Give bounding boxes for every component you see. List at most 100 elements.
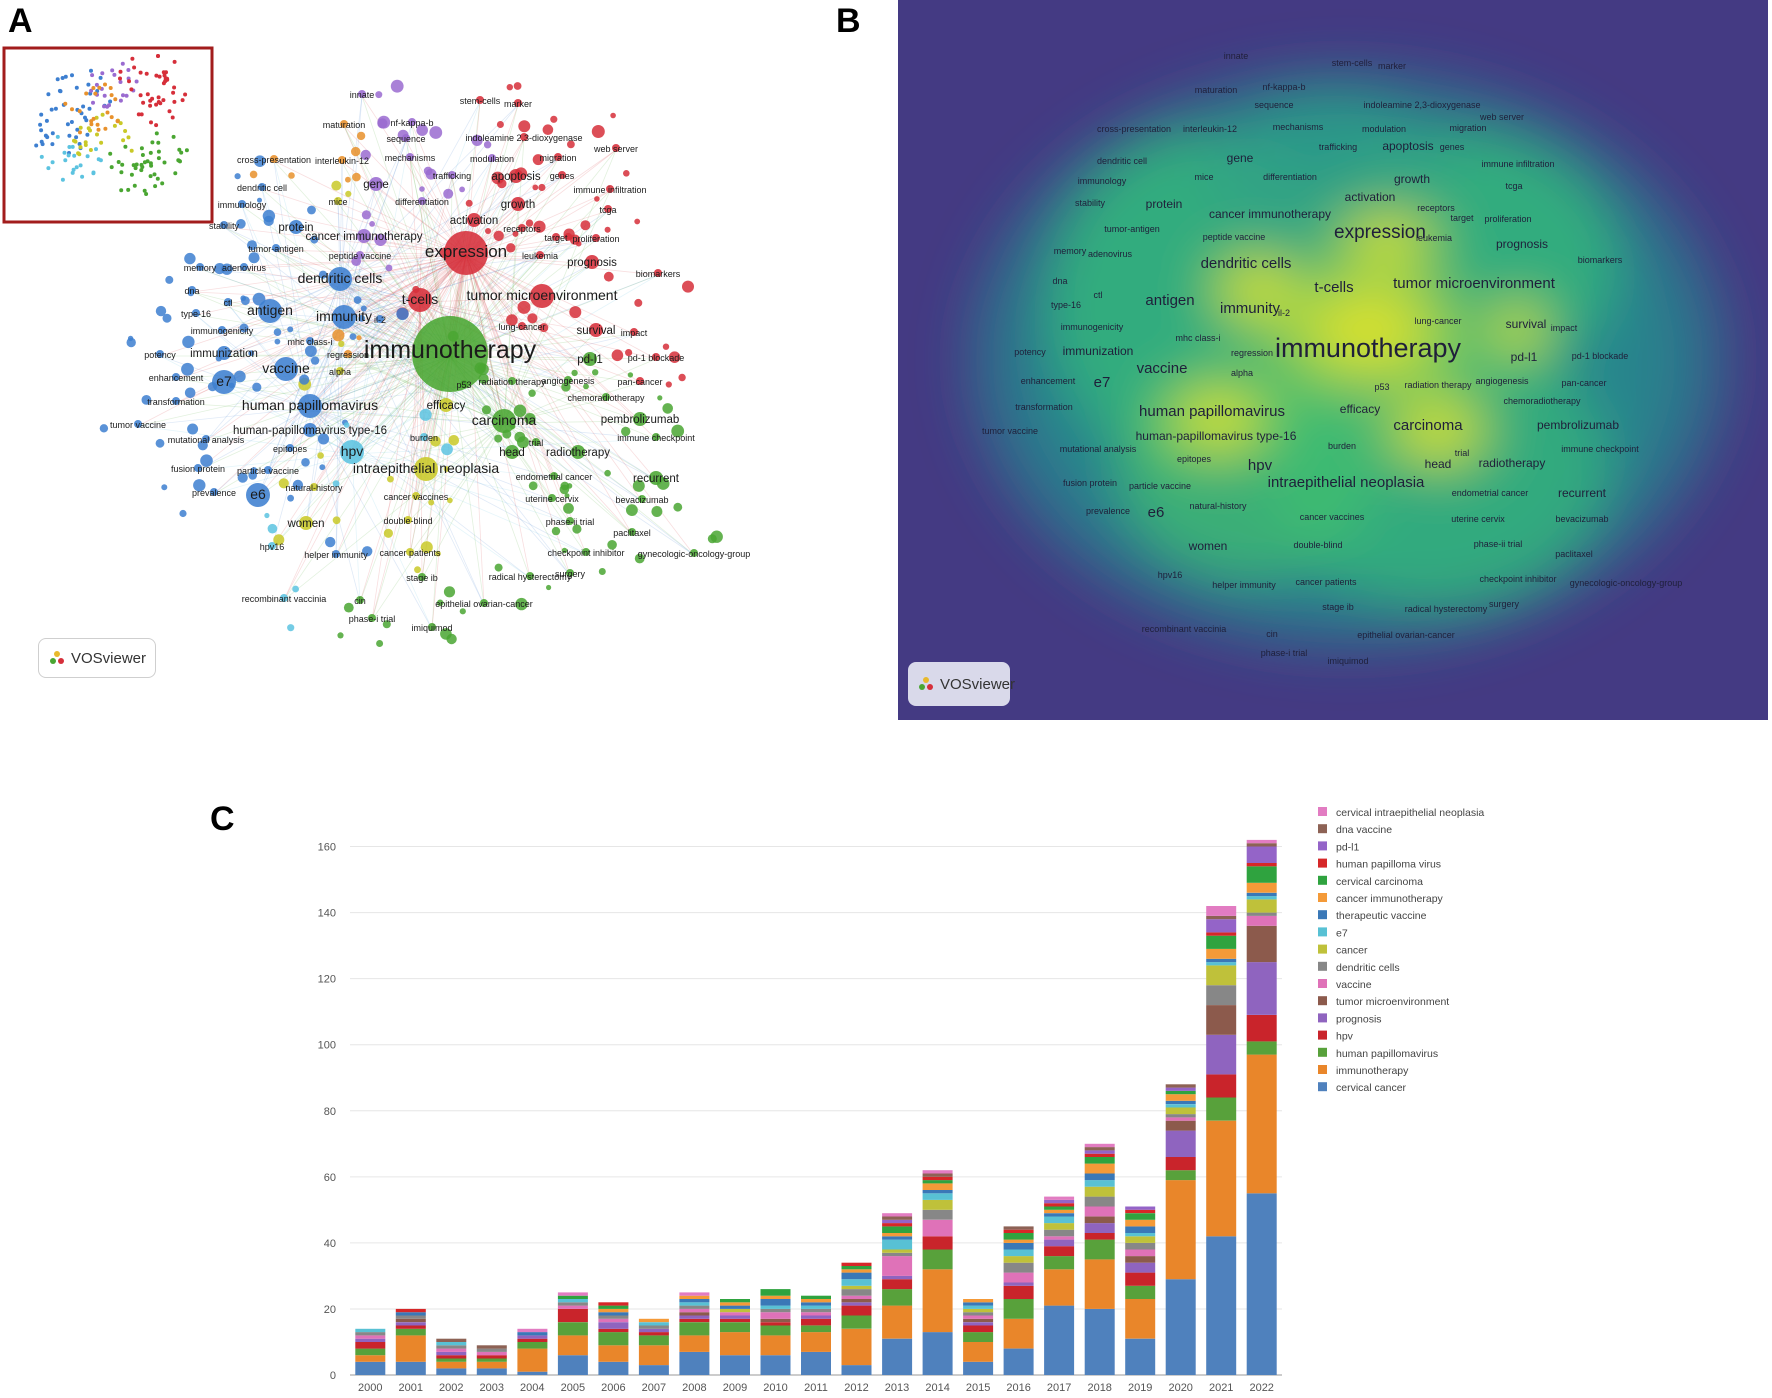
bar-segment-vaccine-2014[interactable] bbox=[922, 1219, 953, 1237]
node-pd-1-blockade[interactable] bbox=[652, 353, 660, 361]
node-cancer-immunotherapy[interactable] bbox=[357, 229, 371, 243]
node-regression[interactable] bbox=[344, 350, 352, 358]
bar-segment-cervical-intraepithelial-neoplasia-2008[interactable] bbox=[679, 1292, 710, 1296]
bar-segment-dendritic-cells-2015[interactable] bbox=[963, 1312, 994, 1316]
node-growth[interactable] bbox=[511, 197, 525, 211]
bar-segment-immunotherapy-2020[interactable] bbox=[1165, 1180, 1196, 1280]
bar-segment-immunotherapy-2007[interactable] bbox=[638, 1345, 669, 1366]
bar-segment-vaccine-2019[interactable] bbox=[1125, 1249, 1156, 1257]
bar-segment-e7-2013[interactable] bbox=[882, 1239, 913, 1250]
node-survival[interactable] bbox=[589, 323, 603, 337]
node-tumor-microenvironment[interactable] bbox=[530, 284, 554, 308]
bar-segment-vaccine-2013[interactable] bbox=[882, 1256, 913, 1276]
bar-segment-immunotherapy-2011[interactable] bbox=[801, 1332, 831, 1352]
bar-segment-vaccine-2016[interactable] bbox=[1003, 1272, 1034, 1283]
bar-segment-immunotherapy-2006[interactable] bbox=[598, 1345, 629, 1362]
bar-segment-dendritic-cells-2001[interactable] bbox=[395, 1315, 426, 1319]
node-efficacy[interactable] bbox=[439, 398, 453, 412]
bar-segment-vaccine-2012[interactable] bbox=[841, 1295, 872, 1299]
bar-segment-e7-2002[interactable] bbox=[436, 1342, 467, 1346]
bar-segment-hpv-2004[interactable] bbox=[517, 1338, 548, 1342]
bar-segment-vaccine-2003[interactable] bbox=[476, 1351, 507, 1356]
bar-segment-cervical-cancer-2012[interactable] bbox=[841, 1365, 872, 1375]
bar-segment-therapeutic-vaccine-2022[interactable] bbox=[1246, 892, 1277, 897]
bar-segment-cervical-intraepithelial-neoplasia-2004[interactable] bbox=[517, 1328, 548, 1333]
node-epithelial-ovarian-cancer[interactable] bbox=[480, 599, 488, 607]
bar-segment-e7-2012[interactable] bbox=[841, 1279, 872, 1286]
node-dendritic-cell[interactable] bbox=[258, 183, 266, 191]
bar-segment-cervical-carcinoma-2013[interactable] bbox=[882, 1226, 913, 1233]
node-radiation-therapy[interactable] bbox=[508, 377, 516, 385]
bar-segment-dendritic-cells-2019[interactable] bbox=[1125, 1242, 1156, 1250]
bar-segment-immunotherapy-2014[interactable] bbox=[922, 1269, 953, 1333]
bar-segment-cancer-immunotherapy-2015[interactable] bbox=[963, 1299, 994, 1303]
bar-segment-tumor-microenvironment-2019[interactable] bbox=[1125, 1256, 1156, 1263]
node-immune-infiltration[interactable] bbox=[606, 185, 614, 193]
node-target[interactable] bbox=[552, 233, 560, 241]
node-particle-vaccine[interactable] bbox=[264, 466, 272, 474]
bar-segment-pd-l1-2017[interactable] bbox=[1044, 1199, 1075, 1204]
bar-segment-human-papilloma-virus-2001[interactable] bbox=[395, 1308, 426, 1313]
bar-segment-prognosis-2017[interactable] bbox=[1044, 1239, 1075, 1247]
bar-segment-cancer-immunotherapy-2008[interactable] bbox=[679, 1295, 710, 1299]
node-trafficking[interactable] bbox=[448, 171, 456, 179]
bar-segment-immunotherapy-2012[interactable] bbox=[841, 1328, 872, 1366]
bar-segment-cervical-carcinoma-2011[interactable] bbox=[801, 1295, 831, 1299]
node-radical-hysterectomy[interactable] bbox=[526, 572, 534, 580]
bar-segment-human-papillomavirus-2011[interactable] bbox=[801, 1325, 831, 1333]
bar-segment-human-papillomavirus-2006[interactable] bbox=[598, 1332, 629, 1346]
bar-segment-cervical-cancer-2000[interactable] bbox=[355, 1361, 386, 1375]
bar-segment-human-papilloma-virus-2021[interactable] bbox=[1206, 932, 1237, 936]
bar-segment-cervical-cancer-2001[interactable] bbox=[395, 1361, 426, 1375]
node-pembrolizumab[interactable] bbox=[633, 412, 647, 426]
bar-segment-cancer-2022[interactable] bbox=[1246, 899, 1277, 913]
bar-segment-human-papilloma-virus-2014[interactable] bbox=[922, 1176, 953, 1181]
density-map[interactable]: innate maturation nf-kappa-b sequence mechan… bbox=[898, 0, 1768, 720]
node-immunology[interactable] bbox=[238, 200, 246, 208]
node-antigen[interactable] bbox=[258, 299, 282, 323]
bar-segment-prognosis-2016[interactable] bbox=[1003, 1282, 1034, 1286]
bar-segment-dendritic-cells-2006[interactable] bbox=[598, 1315, 629, 1319]
node-imiquimod[interactable] bbox=[428, 623, 436, 631]
bar-segment-cancer-immunotherapy-2009[interactable] bbox=[720, 1302, 750, 1306]
bar-segment-dendritic-cells-2022[interactable] bbox=[1246, 912, 1277, 916]
bar-segment-human-papilloma-virus-2016[interactable] bbox=[1003, 1229, 1034, 1233]
node-hpv[interactable] bbox=[340, 440, 364, 464]
node-e6[interactable] bbox=[246, 483, 270, 507]
node-proliferation[interactable] bbox=[592, 234, 600, 242]
node-cross-presentation[interactable] bbox=[270, 155, 278, 163]
bar-segment-cervical-carcinoma-2022[interactable] bbox=[1246, 866, 1277, 883]
bar-segment-cancer-immunotherapy-2006[interactable] bbox=[598, 1308, 629, 1313]
bar-segment-prognosis-2009[interactable] bbox=[720, 1315, 750, 1319]
node-expression[interactable] bbox=[444, 231, 488, 275]
bar-segment-vaccine-2009[interactable] bbox=[720, 1312, 750, 1316]
bar-segment-dendritic-cells-2005[interactable] bbox=[557, 1302, 588, 1306]
bar-segment-e7-2014[interactable] bbox=[922, 1193, 953, 1200]
node-immunization[interactable] bbox=[217, 346, 231, 360]
bar-segment-cervical-carcinoma-2017[interactable] bbox=[1044, 1206, 1075, 1210]
bar-segment-vaccine-2018[interactable] bbox=[1084, 1206, 1115, 1217]
bar-segment-dendritic-cells-2000[interactable] bbox=[355, 1332, 386, 1336]
bar-segment-cervical-cancer-2015[interactable] bbox=[963, 1361, 994, 1375]
bar-segment-human-papillomavirus-2014[interactable] bbox=[922, 1249, 953, 1270]
bar-segment-cancer-2014[interactable] bbox=[922, 1199, 953, 1210]
bar-segment-hpv-2007[interactable] bbox=[638, 1332, 669, 1336]
bar-segment-dna-vaccine-2016[interactable] bbox=[1003, 1226, 1034, 1230]
node-women[interactable] bbox=[299, 516, 313, 530]
bar-segment-hpv-2009[interactable] bbox=[720, 1318, 750, 1323]
bar-segment-dna-vaccine-2002[interactable] bbox=[436, 1338, 467, 1342]
bar-segment-cervical-carcinoma-2009[interactable] bbox=[720, 1299, 750, 1303]
bar-segment-e7-2011[interactable] bbox=[801, 1305, 831, 1309]
node-transformation[interactable] bbox=[172, 397, 180, 405]
node-protein[interactable] bbox=[289, 220, 303, 234]
bar-segment-cancer-immunotherapy-2019[interactable] bbox=[1125, 1219, 1156, 1227]
node-pd-l1[interactable] bbox=[583, 352, 597, 366]
node-surgery[interactable] bbox=[566, 569, 574, 577]
bar-segment-therapeutic-vaccine-2014[interactable] bbox=[922, 1190, 953, 1194]
bar-segment-hpv-2021[interactable] bbox=[1206, 1074, 1237, 1098]
bar-segment-prognosis-2000[interactable] bbox=[355, 1338, 386, 1342]
node-lung-cancer[interactable] bbox=[518, 322, 526, 330]
bar-segment-prognosis-2018[interactable] bbox=[1084, 1223, 1115, 1233]
bar-segment-hpv-2014[interactable] bbox=[922, 1236, 953, 1250]
node-endometrial-cancer[interactable] bbox=[550, 472, 558, 480]
